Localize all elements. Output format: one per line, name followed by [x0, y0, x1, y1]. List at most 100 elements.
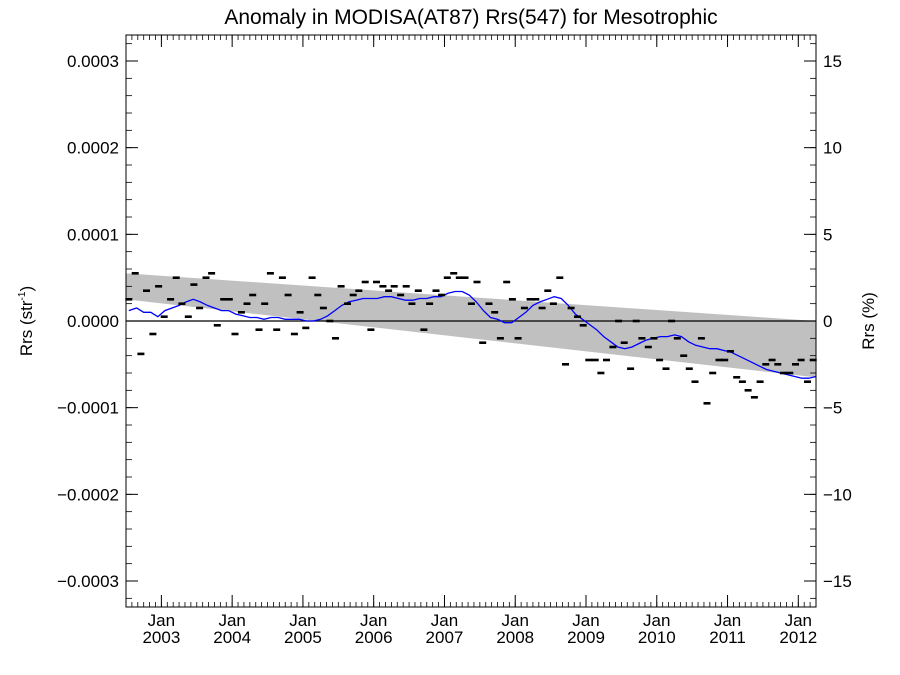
data-point [644, 345, 652, 349]
data-point [278, 276, 286, 279]
y-tick-label: 0.0001 [67, 225, 119, 244]
data-point [172, 276, 180, 279]
data-point [591, 358, 599, 362]
data-point [408, 302, 416, 305]
data-point [744, 389, 752, 392]
x-tick-label-month: Jan [714, 611, 741, 630]
data-point [585, 358, 593, 362]
data-point [344, 302, 351, 305]
x-tick-label-year: 2010 [638, 628, 676, 647]
data-point [390, 285, 398, 288]
data-point [149, 332, 157, 336]
x-tick-label-year: 2011 [709, 628, 746, 647]
data-point [255, 328, 263, 331]
y-tick-label: −0.0002 [57, 485, 119, 504]
data-point [455, 276, 463, 279]
data-point [349, 293, 357, 297]
data-point [302, 326, 310, 330]
data-point [379, 285, 387, 288]
data-point [479, 341, 487, 344]
data-point [779, 371, 787, 375]
y-tick-label: −0.0003 [57, 572, 119, 591]
y-axis-label-main: Rrs (str [17, 300, 36, 356]
data-point [450, 272, 458, 275]
data-point [797, 358, 805, 362]
data-point [597, 371, 605, 375]
data-point [733, 376, 741, 379]
y-tick-label: 0.0000 [67, 312, 119, 331]
data-point [503, 280, 511, 284]
data-point [485, 302, 493, 305]
x-tick-label-month: Jan [785, 611, 812, 630]
data-point [355, 289, 363, 292]
confidence-band-layer [126, 273, 816, 378]
x-tick-label-month: Jan [360, 611, 387, 630]
data-point [709, 371, 717, 375]
data-point [697, 337, 705, 340]
data-point [337, 285, 345, 288]
data-point [703, 402, 711, 405]
data-point [574, 315, 581, 318]
data-point [131, 272, 139, 275]
x-tick-label-month: Jan [289, 611, 316, 630]
y-tick-label: 0.0002 [67, 139, 119, 158]
data-point [650, 337, 658, 340]
data-point [691, 380, 699, 383]
data-point [750, 396, 758, 399]
data-point [296, 311, 304, 314]
data-point [367, 328, 375, 331]
data-point [373, 280, 380, 284]
data-point [284, 293, 292, 297]
data-point [526, 298, 534, 301]
data-point [402, 285, 410, 288]
data-point [762, 363, 770, 366]
data-point [638, 337, 646, 340]
data-point [668, 319, 676, 323]
data-point [615, 319, 623, 323]
x-tick-label-year: 2005 [284, 628, 322, 647]
y2-tick-label: 10 [823, 139, 842, 158]
data-point [397, 293, 405, 297]
data-point [496, 337, 504, 340]
y-tick-label: −0.0001 [57, 399, 119, 418]
x-tick-label-month: Jan [431, 611, 458, 630]
data-point [385, 289, 393, 292]
data-point [627, 367, 635, 370]
y-axis-label-superscript: -1 [17, 291, 28, 300]
data-point [656, 358, 664, 362]
chart-title: Anomaly in MODISA(AT87) Rrs(547) for Mes… [224, 6, 717, 29]
data-point [508, 298, 516, 301]
y-axis-left: 0.0003 0.0002 0.0001 0.0000 −0.0001 −0.0002 −0… [57, 43, 138, 599]
data-point [290, 332, 298, 336]
x-tick-label-year: 2008 [496, 628, 534, 647]
data-point [726, 350, 734, 353]
data-point [673, 337, 681, 340]
data-point [549, 302, 557, 305]
x-tick-label-year: 2004 [213, 628, 251, 647]
data-point [361, 280, 369, 284]
x-tick-label-year: 2006 [355, 628, 393, 647]
data-point [461, 276, 469, 279]
data-point [213, 324, 221, 327]
x-tick-label-month: Jan [643, 611, 670, 630]
y2-tick-label: 0 [823, 312, 832, 331]
data-point [491, 311, 499, 314]
x-tick-label-month: Jan [148, 611, 175, 630]
data-point [414, 289, 422, 292]
data-point [178, 302, 186, 305]
data-point [220, 298, 228, 301]
data-point [715, 358, 723, 362]
data-point [426, 302, 434, 305]
data-point [721, 358, 729, 362]
data-point [567, 306, 575, 310]
data-point [756, 380, 764, 383]
data-point [538, 306, 546, 310]
data-point [326, 319, 334, 323]
data-point [196, 306, 204, 310]
data-point [786, 371, 794, 375]
data-point [514, 337, 522, 340]
data-point [208, 272, 216, 275]
y2-tick-label: 5 [823, 225, 832, 244]
y2-tick-label: −5 [823, 399, 842, 418]
data-point [792, 363, 799, 366]
